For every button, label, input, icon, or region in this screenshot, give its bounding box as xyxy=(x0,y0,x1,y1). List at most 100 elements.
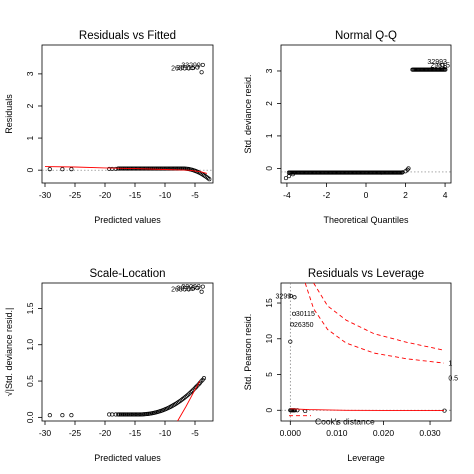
plot-title: Residuals vs Fitted xyxy=(79,30,176,42)
data-point xyxy=(69,413,74,418)
point-label: 26350 xyxy=(171,66,191,73)
x-tick-label: -2 xyxy=(323,190,331,200)
plot-frame xyxy=(280,282,452,422)
panel-1: Residuals vs Fitted Predicted values Resid… xyxy=(4,30,214,225)
legend-label: Cook's distance xyxy=(315,417,375,427)
point-label: 30115 xyxy=(176,286,195,293)
data-point xyxy=(60,413,65,418)
y-tick-label: 3 xyxy=(25,71,35,76)
data-point xyxy=(47,413,52,418)
y-tick-label: 1 xyxy=(25,135,35,140)
x-axis-label: Predicted values xyxy=(94,215,161,225)
panel-3: Scale-Location Predicted values √|Std. dev… xyxy=(4,268,214,463)
data-point xyxy=(126,412,131,417)
y-tick-label: 2 xyxy=(264,101,274,106)
data-point xyxy=(291,311,297,316)
data-point xyxy=(142,412,147,417)
data-point xyxy=(150,166,155,171)
outlier-point xyxy=(199,70,204,75)
point-label: 30115 xyxy=(296,311,315,318)
plot-title: Scale-Location xyxy=(89,268,165,280)
outlier-point xyxy=(200,284,205,289)
y-tick-label: 0.5 xyxy=(25,375,35,387)
data-point xyxy=(157,166,162,171)
data-point xyxy=(124,412,129,417)
data-point xyxy=(47,167,52,172)
data-point xyxy=(131,412,137,417)
data-point xyxy=(151,166,156,171)
x-tick-label: -10 xyxy=(159,190,172,200)
x-tick-label: -20 xyxy=(99,428,112,438)
y-tick-label: 0 xyxy=(264,408,274,413)
x-tick-label: -5 xyxy=(191,428,199,438)
data-point xyxy=(171,166,176,171)
data-point xyxy=(172,166,178,171)
point-label: 29815 xyxy=(430,63,450,70)
x-tick-label: -30 xyxy=(39,190,52,200)
data-point xyxy=(166,166,171,171)
data-point xyxy=(290,322,295,327)
smooth-line xyxy=(44,166,208,174)
data-point xyxy=(207,177,212,182)
y-tick-label: 1.0 xyxy=(25,339,35,351)
point-label: 33299 xyxy=(181,284,201,291)
x-tick-label: -15 xyxy=(129,190,142,200)
outlier-point xyxy=(199,289,204,294)
data-point xyxy=(141,412,146,417)
y-tick-label: 0 xyxy=(264,166,274,171)
x-tick-label: -30 xyxy=(39,428,52,438)
data-point xyxy=(167,166,172,171)
plot-frame xyxy=(280,44,452,184)
data-point xyxy=(137,412,142,417)
data-point xyxy=(117,412,122,417)
x-tick-label: 0 xyxy=(364,190,369,200)
data-point xyxy=(107,412,112,417)
data-point xyxy=(161,166,166,171)
panel-2: Normal Q-Q Theoretical Quantiles Std. devi… xyxy=(243,30,452,225)
data-point xyxy=(138,412,143,417)
x-axis-label: Predicted values xyxy=(94,453,161,463)
data-point xyxy=(107,166,112,171)
data-point xyxy=(153,166,158,171)
y-tick-label: 5 xyxy=(264,372,274,377)
point-label: 26350 xyxy=(294,322,314,329)
x-tick-label: 0.000 xyxy=(280,428,302,438)
x-tick-label: -5 xyxy=(191,190,199,200)
data-point xyxy=(60,167,65,172)
outlier-point xyxy=(440,63,445,68)
x-tick-label: -4 xyxy=(283,190,291,200)
smooth-line xyxy=(290,408,445,412)
point-label: 30115 xyxy=(176,65,195,72)
outlier-point xyxy=(195,286,200,291)
contour-label: 1 xyxy=(448,361,452,368)
x-tick-label: 2 xyxy=(403,190,408,200)
x-tick-label: -25 xyxy=(69,190,82,200)
data-point xyxy=(288,339,293,344)
y-axis-label: Std. deviance resid. xyxy=(243,74,253,153)
x-tick-label: 0.010 xyxy=(326,428,348,438)
x-tick-label: 0.030 xyxy=(419,428,441,438)
data-point xyxy=(139,412,145,417)
y-tick-label: 15 xyxy=(264,298,274,308)
data-point xyxy=(443,67,448,72)
y-tick-label: 0.0 xyxy=(25,411,35,423)
point-label: 3299 xyxy=(276,293,292,300)
y-tick-label: 2 xyxy=(25,103,35,108)
plot-frame xyxy=(41,44,214,184)
contour-label: 0.5 xyxy=(448,376,458,383)
data-point xyxy=(129,412,134,417)
data-point xyxy=(159,166,164,171)
data-point xyxy=(288,293,293,298)
y-tick-label: 0 xyxy=(25,168,35,173)
data-point xyxy=(125,412,130,417)
data-point xyxy=(130,412,135,417)
point-label: 26350 xyxy=(171,286,191,293)
data-point xyxy=(122,412,127,417)
outlier-point xyxy=(443,65,448,70)
point-label: 32993 xyxy=(427,59,447,66)
point-cluster xyxy=(116,166,212,182)
data-point xyxy=(164,166,170,171)
data-point xyxy=(155,166,160,171)
x-tick-label: 0.020 xyxy=(373,428,395,438)
